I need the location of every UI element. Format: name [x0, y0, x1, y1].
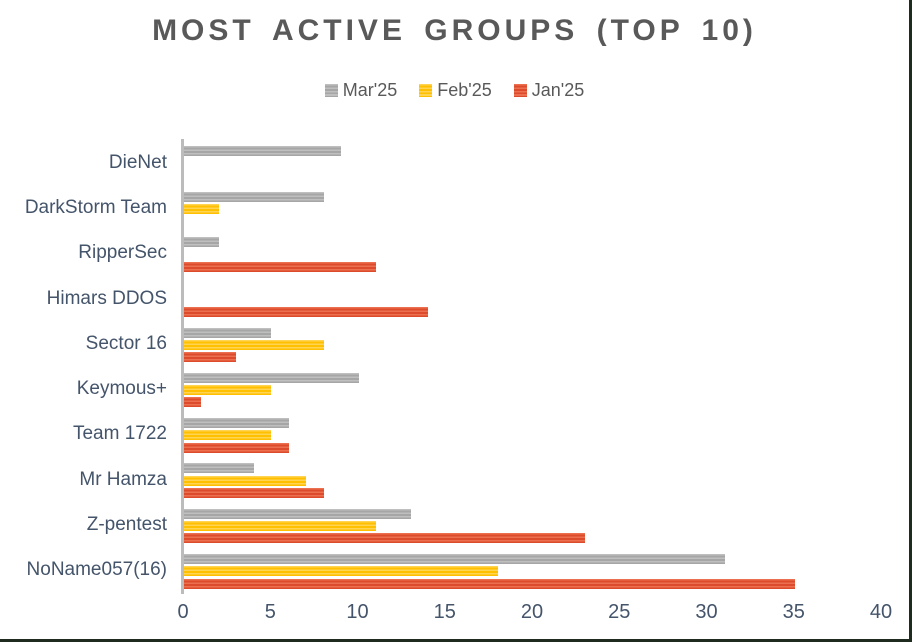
bar-mar25-keymous [184, 372, 359, 383]
x-tick-label: 25 [608, 601, 631, 623]
legend-item-mar25: Mar'25 [324, 80, 398, 101]
x-tick-label: 10 [346, 601, 369, 623]
legend-swatch-icon [419, 84, 433, 97]
bar-mar25-team1722 [184, 418, 289, 429]
x-tick-label: 15 [433, 601, 456, 623]
bar-mar25-sector16 [184, 327, 272, 338]
x-tick-label: 5 [264, 601, 276, 623]
category-label: Keymous+ [76, 378, 167, 400]
x-tick-label: 35 [782, 601, 805, 623]
category-label: DieNet [108, 151, 167, 173]
legend-item-feb25: Feb'25 [419, 80, 492, 101]
bar-jan25-zpentest [184, 533, 586, 544]
category-label: Himars DDOS [46, 287, 167, 309]
plot-area [181, 139, 881, 594]
bar-feb25-zpentest [184, 521, 376, 532]
bar-jan25-keymous [184, 397, 202, 408]
legend-label: Feb'25 [437, 80, 492, 100]
bar-feb25-darkstormteam [184, 203, 219, 214]
category-label: Mr Hamza [79, 468, 167, 490]
x-tick-label: 40 [869, 601, 893, 623]
bar-feb25-team1722 [184, 430, 272, 441]
bar-mar25-mrhamza [184, 463, 254, 474]
category-axis: DieNet DarkStorm Team RipperSec Himars DDOS… [0, 140, 174, 593]
x-axis: 0 5 10 15 20 25 30 35 40 [0, 601, 909, 627]
bar-jan25-noname05716 [184, 578, 795, 589]
x-tick-label: 20 [520, 601, 544, 623]
bar-mar25-zpentest [184, 508, 411, 519]
bar-mar25-darkstormteam [184, 191, 324, 202]
x-tick-label: 30 [695, 601, 718, 623]
y-axis-line [181, 139, 184, 594]
legend-item-jan25: Jan'25 [513, 80, 585, 101]
bar-jan25-sector16 [184, 352, 237, 363]
bar-feb25-sector16 [184, 339, 324, 350]
bar-jan25-mrhamza [184, 488, 324, 499]
bar-jan25-himarsddos [184, 306, 429, 317]
bar-feb25-keymous [184, 385, 272, 396]
bar-jan25-team1722 [184, 442, 289, 453]
chart-title: MOST ACTIVE GROUPS (TOP 10) [152, 14, 757, 47]
bar-feb25-noname05716 [184, 566, 499, 577]
legend-label: Mar'25 [342, 80, 398, 100]
legend-swatch-icon [324, 84, 338, 97]
category-label: RipperSec [78, 242, 167, 264]
category-label: Z-pentest [86, 514, 167, 536]
category-label: DarkStorm Team [24, 196, 167, 218]
bar-mar25-dienet [184, 146, 342, 157]
category-label: NoName057(16) [26, 559, 167, 581]
bar-feb25-mrhamza [184, 475, 307, 486]
legend-swatch-icon [513, 84, 527, 97]
legend-label: Jan'25 [531, 80, 585, 100]
category-label: Sector 16 [85, 332, 167, 354]
category-label: Team 1722 [72, 423, 167, 445]
bar-mar25-rippersec [184, 236, 219, 247]
bar-mar25-noname05716 [184, 554, 725, 565]
x-tick-label: 0 [177, 601, 189, 623]
bar-jan25-rippersec [184, 261, 376, 272]
legend: Mar'25 Feb'25 Jan'25 [0, 80, 909, 101]
